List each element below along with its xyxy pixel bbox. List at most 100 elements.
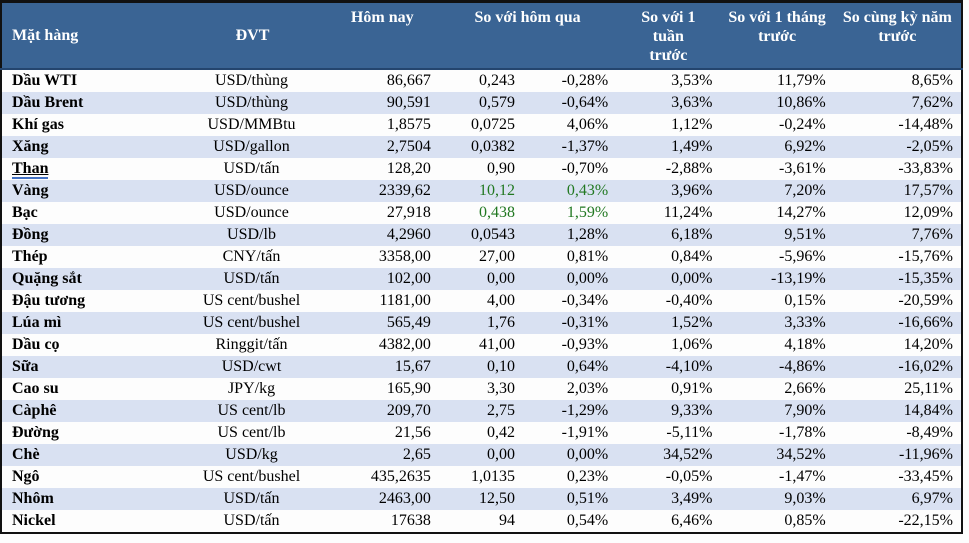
vs-week-cell: -0,40% (665, 292, 713, 309)
vs-month-cell: 11,79% (776, 72, 826, 89)
vs-week-cell: 1,12% (671, 116, 713, 133)
change-pct-cell: -1,91% (561, 424, 609, 441)
vs-year-cell: -11,96% (833, 444, 962, 466)
commodity-name-cell: Thép (12, 248, 48, 265)
vs-month-cell: 10,86% (720, 92, 834, 114)
unit-cell: USD/tấn (179, 268, 326, 290)
change-pct-cell: 0,23% (566, 468, 609, 485)
today-price-cell: 17638 (390, 512, 431, 529)
vs-month-cell: 34,52% (720, 444, 834, 466)
change-abs-cell: 0,00 (438, 268, 524, 290)
change-abs-cell: 0,42 (487, 424, 516, 441)
commodity-name-cell: Nickel (12, 512, 56, 529)
change-abs-cell: 12,50 (438, 488, 524, 510)
change-pct-cell: -1,29% (523, 400, 617, 422)
vs-year-cell: -22,15% (898, 512, 953, 529)
change-abs-cell: 0,0725 (471, 116, 516, 133)
vs-week-cell: 1,52% (616, 312, 721, 334)
table-row: Vàng USD/ounce 2339,62 10,12 0,43% 3,96%… (1, 180, 962, 202)
table-row: Than USD/tấn 128,20 0,90 -0,70% -2,88% -… (1, 158, 962, 180)
vs-year-cell: -15,76% (898, 248, 953, 265)
header-vs-week: So với 1 tuần trước (616, 1, 721, 70)
table-row: Quặng sắt USD/tấn 102,00 0,00 0,00% 0,00… (1, 268, 962, 290)
vs-year-cell: -8,49% (906, 424, 953, 441)
unit-cell: US cent/lb (217, 424, 286, 441)
table-body: Dầu WTI USD/thùng 86,667 0,243 -0,28% 3,… (1, 69, 962, 533)
change-abs-cell: 0,00 (438, 444, 524, 466)
commodity-name-cell: Than (1, 158, 179, 180)
unit-cell: USD/ounce (179, 180, 326, 202)
unit-cell: US cent/bushel (202, 292, 301, 309)
commodity-name-cell: Chè (1, 444, 180, 466)
vs-week-cell: -2,88% (665, 160, 713, 177)
table-row: Dầu Brent USD/thùng 90,591 0,579 -0,64% … (1, 92, 962, 114)
unit-cell: USD/gallon (179, 136, 326, 158)
unit-cell: USD/MMBtu (207, 116, 296, 133)
change-abs-cell: 10,12 (438, 180, 524, 202)
unit-cell: USD/tấn (223, 512, 280, 529)
today-price-cell: 1181,00 (379, 292, 431, 309)
header-vs-yesterday: So với hôm qua (438, 1, 617, 70)
vs-year-cell: 14,84% (833, 400, 962, 422)
vs-month-cell: -5,96% (779, 248, 826, 265)
table-row: Đậu tương US cent/bushel 1181,00 4,00 -0… (1, 290, 962, 312)
change-abs-cell: 3,30 (487, 380, 516, 397)
change-pct-cell: 4,06% (566, 116, 609, 133)
table-row: Cao su JPY/kg 165,90 3,30 2,03% 0,91% 2,… (1, 378, 962, 400)
vs-year-cell: -33,45% (898, 468, 953, 485)
change-abs-cell: 0,10 (438, 356, 524, 378)
commodity-name-cell: Dầu cọ (12, 336, 60, 353)
today-price-cell: 565,49 (325, 312, 439, 334)
vs-year-cell: 7,76% (833, 224, 962, 246)
commodity-name-cell: Lúa mì (1, 312, 180, 334)
header-vs-month: So với 1 tháng trước (720, 1, 834, 70)
change-pct-cell: 0,00% (523, 268, 617, 290)
commodity-name-cell: Vàng (1, 180, 180, 202)
today-price-cell: 209,70 (325, 400, 439, 422)
vs-month-cell: 14,27% (776, 204, 826, 221)
commodity-price-table: Mặt hàng ĐVT Hôm nay So với hôm qua So v… (0, 0, 963, 534)
vs-month-cell: -1,47% (779, 468, 826, 485)
today-price-cell: 1,8575 (386, 116, 431, 133)
change-pct-cell: 0,64% (523, 356, 617, 378)
today-price-cell: 27,918 (386, 204, 431, 221)
vs-month-cell: -4,86% (720, 356, 834, 378)
vs-month-cell: -3,61% (779, 160, 826, 177)
change-pct-cell: 0,54% (566, 512, 609, 529)
change-pct-cell: 2,03% (566, 380, 609, 397)
table-row: Đồng USD/lb 4,2960 0,0543 1,28% 6,18% 9,… (1, 224, 962, 246)
change-pct-cell: -0,31% (523, 312, 617, 334)
today-price-cell: 15,67 (325, 356, 439, 378)
vs-month-cell: -13,19% (720, 268, 834, 290)
change-abs-cell: 1,0135 (471, 468, 516, 485)
vs-year-cell: 6,97% (833, 488, 962, 510)
table-header: Mặt hàng ĐVT Hôm nay So với hôm qua So v… (1, 1, 962, 70)
commodity-name-cell: Khí gas (12, 116, 65, 133)
vs-year-cell: 14,20% (903, 336, 953, 353)
vs-week-cell: 3,53% (671, 72, 713, 89)
vs-month-cell: 0,15% (784, 292, 826, 309)
change-abs-cell: 0,0382 (438, 136, 524, 158)
table-row: Bạc USD/ounce 27,918 0,438 1,59% 11,24% … (1, 202, 962, 224)
vs-week-cell: 1,06% (671, 336, 713, 353)
commodity-link[interactable]: Than (12, 159, 49, 179)
unit-cell: USD/lb (179, 224, 326, 246)
table-row: Càphê US cent/lb 209,70 2,75 -1,29% 9,33… (1, 400, 962, 422)
change-abs-cell: 41,00 (479, 336, 516, 353)
change-pct-cell: 1,59% (566, 204, 609, 221)
vs-month-cell: 7,90% (720, 400, 834, 422)
vs-year-cell: 25,11% (904, 380, 953, 397)
commodity-name-cell: Dầu Brent (1, 92, 180, 114)
commodity-name-cell: Đường (12, 424, 59, 441)
vs-week-cell: 0,00% (616, 268, 721, 290)
header-unit: ĐVT (179, 1, 326, 70)
header-today: Hôm nay (325, 1, 439, 70)
unit-cell: Ringgit/tấn (215, 336, 288, 353)
change-pct-cell: 0,43% (523, 180, 617, 202)
change-pct-cell: -0,64% (523, 92, 617, 114)
vs-month-cell: 2,66% (784, 380, 826, 397)
vs-week-cell: 0,84% (671, 248, 713, 265)
table-row: Thép CNY/tấn 3358,00 27,00 0,81% 0,84% -… (1, 246, 962, 268)
unit-cell: USD/tấn (179, 488, 326, 510)
